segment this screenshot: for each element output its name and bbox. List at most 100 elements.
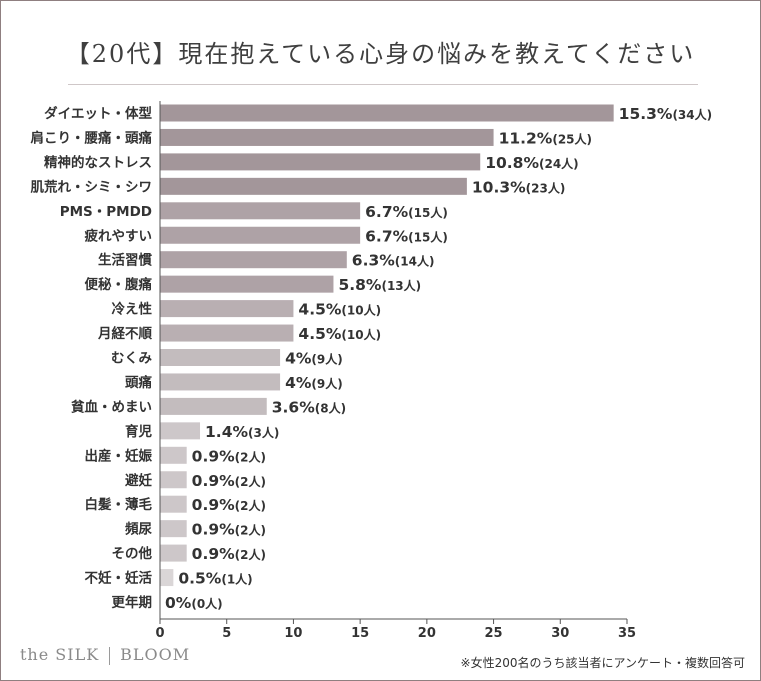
category-label: 肩こり・腰痛・頭痛	[31, 129, 153, 146]
bar-4	[160, 202, 361, 220]
value-label: 4%(9人)	[285, 350, 343, 368]
category-label: むくみ	[111, 351, 153, 367]
count-label: (0人)	[191, 596, 222, 611]
category-label: 精神的なストレス	[44, 154, 152, 171]
value-label: 0%(0人)	[165, 594, 223, 612]
value-label: 0.9%(2人)	[192, 496, 266, 514]
category-label: 月経不順	[97, 325, 152, 342]
value-label: 10.3%(23人)	[472, 178, 565, 196]
bar-15	[160, 471, 187, 489]
category-label: 便秘・腹痛	[85, 276, 153, 293]
category-label: 冷え性	[112, 301, 153, 318]
bar-11	[160, 373, 281, 391]
percent-label: 15.3%	[619, 105, 673, 123]
category-label: 生活習慣	[98, 252, 152, 269]
x-tick-label: 35	[618, 626, 636, 641]
value-label: 6.7%(15人)	[365, 203, 448, 221]
percent-label: 0.9%	[192, 545, 235, 563]
category-label: 育児	[125, 423, 152, 440]
count-label: (34人)	[672, 107, 712, 122]
percent-label: 4%	[285, 374, 312, 392]
count-label: (2人)	[235, 474, 266, 489]
title-divider	[68, 84, 698, 85]
value-label: 10.8%(24人)	[485, 154, 578, 172]
bar-18	[160, 544, 187, 562]
value-label: 0.9%(2人)	[192, 472, 266, 490]
value-label: 5.8%(13人)	[338, 276, 421, 294]
bar-12	[160, 397, 267, 415]
count-label: (13人)	[381, 278, 421, 293]
percent-label: 3.6%	[272, 398, 315, 416]
percent-label: 4.5%	[298, 325, 341, 343]
count-label: (10人)	[341, 303, 381, 318]
x-tick-label: 5	[222, 626, 231, 641]
count-label: (10人)	[341, 327, 381, 342]
percent-label: 6.7%	[365, 227, 408, 245]
bar-7	[160, 275, 334, 293]
bars-group: ダイエット・体型 15.3%(34人) 肩こり・腰痛・頭痛 11.2%(25人) 精神的…	[31, 104, 712, 612]
percent-label: 4.5%	[298, 301, 341, 319]
category-label: 頻尿	[125, 521, 152, 538]
survey-footnote: ※女性200名のうち該当者にアンケート・複数回答可	[460, 656, 745, 670]
value-label: 6.7%(15人)	[365, 227, 448, 245]
count-label: (2人)	[235, 498, 266, 513]
x-tick-label: 25	[485, 626, 503, 641]
percent-label: 6.7%	[365, 203, 408, 221]
category-label: 白髪・薄毛	[85, 496, 153, 513]
bar-0	[160, 104, 614, 122]
x-axis: 0 5 10 15 20 25 30 35	[155, 101, 636, 641]
value-label: 0.5%(1人)	[178, 570, 252, 588]
percent-label: 0%	[165, 594, 192, 612]
percent-label: 10.8%	[485, 154, 539, 172]
percent-label: 1.4%	[205, 423, 248, 441]
count-label: (25人)	[552, 131, 592, 146]
percent-label: 0.5%	[178, 570, 221, 588]
count-label: (2人)	[235, 547, 266, 562]
bar-8	[160, 300, 294, 318]
value-label: 11.2%(25人)	[499, 129, 592, 147]
percent-label: 4%	[285, 350, 312, 368]
percent-label: 11.2%	[499, 129, 553, 147]
value-label: 4%(9人)	[285, 374, 343, 392]
count-label: (24人)	[539, 156, 579, 171]
bar-14	[160, 446, 187, 464]
count-label: (8人)	[315, 400, 346, 415]
bar-1	[160, 128, 494, 146]
bar-6	[160, 251, 347, 269]
bar-10	[160, 349, 281, 366]
bar-16	[160, 495, 187, 513]
category-label: 避妊	[125, 472, 152, 489]
count-label: (15人)	[408, 205, 448, 220]
count-label: (2人)	[235, 449, 266, 464]
bar-19	[160, 569, 174, 587]
percent-label: 0.9%	[192, 521, 235, 539]
count-label: (15人)	[408, 229, 448, 244]
percent-label: 0.9%	[192, 447, 235, 465]
category-label: 肌荒れ・シミ・シワ	[31, 178, 153, 195]
category-label: 疲れやすい	[85, 227, 153, 244]
value-label: 0.9%(2人)	[192, 545, 266, 563]
bar-17	[160, 520, 187, 538]
percent-label: 10.3%	[472, 178, 526, 196]
brand-logo: the SILK BLOOM	[20, 645, 190, 665]
percent-label: 0.9%	[192, 472, 235, 490]
x-tick-label: 0	[155, 626, 164, 641]
count-label: (14人)	[395, 254, 435, 269]
bar-3	[160, 177, 467, 195]
category-label: 頭痛	[125, 374, 152, 391]
x-tick-label: 30	[551, 626, 569, 641]
category-label: 出産・妊娠	[85, 447, 153, 464]
brand-separator	[109, 646, 111, 665]
value-label: 1.4%(3人)	[205, 423, 279, 441]
category-label: 不妊・妊活	[85, 570, 153, 587]
value-label: 4.5%(10人)	[298, 325, 381, 343]
count-label: (23人)	[526, 180, 566, 195]
category-label: 更年期	[112, 594, 153, 611]
brand-name-left: the SILK	[20, 645, 100, 664]
category-label: ダイエット・体型	[44, 105, 152, 122]
category-label: その他	[112, 545, 153, 562]
bar-13	[160, 422, 201, 440]
percent-label: 5.8%	[338, 276, 381, 294]
value-label: 6.3%(14人)	[352, 252, 435, 270]
